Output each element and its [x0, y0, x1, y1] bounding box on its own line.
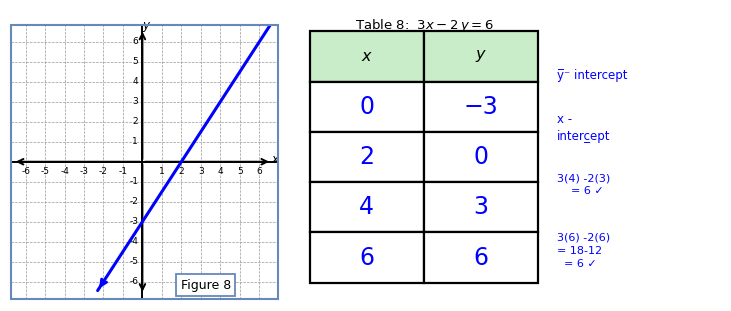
- Text: -1: -1: [129, 177, 138, 186]
- Text: $y$: $y$: [142, 21, 151, 35]
- Text: 1: 1: [132, 137, 138, 146]
- Bar: [424, 31, 538, 81]
- Text: −3: −3: [463, 95, 499, 119]
- Text: y̅⁻ intercept: y̅⁻ intercept: [557, 69, 628, 81]
- Bar: [424, 81, 538, 132]
- Text: -3: -3: [80, 167, 88, 176]
- Text: Table 8:  $3x - 2\,y = 6$: Table 8: $3x - 2\,y = 6$: [355, 16, 493, 34]
- Text: 6: 6: [360, 245, 374, 270]
- Text: -5: -5: [129, 257, 138, 266]
- Text: 3(4) -2(3)
    = 6 ✓: 3(4) -2(3) = 6 ✓: [557, 173, 610, 196]
- Text: -6: -6: [129, 277, 138, 286]
- Text: x -
interc̲ept: x - interc̲ept: [557, 113, 610, 143]
- Text: 5: 5: [237, 167, 243, 176]
- Text: 0: 0: [360, 95, 374, 119]
- Text: 4: 4: [132, 77, 138, 86]
- Text: 2: 2: [132, 117, 138, 126]
- Bar: [424, 182, 538, 232]
- Text: 2: 2: [178, 167, 184, 176]
- Text: 3: 3: [474, 195, 488, 219]
- Text: 5: 5: [132, 57, 138, 66]
- Text: 0: 0: [474, 145, 488, 169]
- Text: 3: 3: [132, 97, 138, 106]
- Bar: [424, 232, 538, 283]
- Text: -2: -2: [129, 197, 138, 206]
- Text: -5: -5: [40, 167, 50, 176]
- Bar: [310, 182, 424, 232]
- Text: -3: -3: [129, 217, 138, 226]
- Text: -1: -1: [118, 167, 127, 176]
- Text: Figure 8: Figure 8: [181, 279, 231, 292]
- Bar: [310, 232, 424, 283]
- Text: 3(6) -2(6)
= 18-12
  = 6 ✓: 3(6) -2(6) = 18-12 = 6 ✓: [557, 232, 610, 269]
- Text: 6: 6: [257, 167, 262, 176]
- Text: 3: 3: [198, 167, 204, 176]
- Text: $x$: $x$: [361, 49, 373, 64]
- Bar: [310, 132, 424, 182]
- Text: -2: -2: [99, 167, 108, 176]
- Text: 4: 4: [218, 167, 223, 176]
- Text: $x$: $x$: [270, 153, 280, 166]
- Text: 1: 1: [159, 167, 164, 176]
- Bar: [310, 31, 424, 81]
- Text: 6: 6: [474, 245, 488, 270]
- Bar: [310, 81, 424, 132]
- Text: 4: 4: [360, 195, 374, 219]
- Text: -4: -4: [129, 237, 138, 246]
- Bar: [424, 132, 538, 182]
- Text: $y$: $y$: [475, 49, 487, 64]
- Text: -4: -4: [60, 167, 69, 176]
- Text: 6: 6: [132, 37, 138, 46]
- Text: -6: -6: [21, 167, 30, 176]
- Text: 2: 2: [360, 145, 374, 169]
